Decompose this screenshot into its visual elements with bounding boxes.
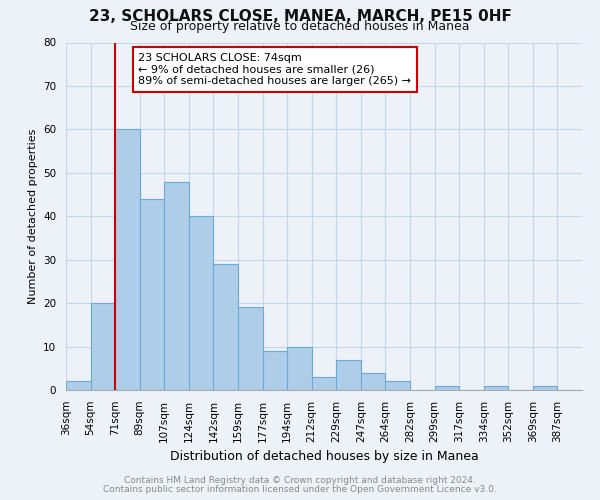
- Bar: [361, 372, 385, 390]
- Bar: [287, 346, 312, 390]
- Text: Contains public sector information licensed under the Open Government Licence v3: Contains public sector information licen…: [103, 485, 497, 494]
- Bar: [434, 386, 459, 390]
- Text: 23, SCHOLARS CLOSE, MANEA, MARCH, PE15 0HF: 23, SCHOLARS CLOSE, MANEA, MARCH, PE15 0…: [89, 9, 511, 24]
- Bar: [385, 382, 410, 390]
- Bar: [91, 303, 115, 390]
- Bar: [238, 308, 263, 390]
- Bar: [115, 130, 140, 390]
- Y-axis label: Number of detached properties: Number of detached properties: [28, 128, 38, 304]
- Bar: [140, 199, 164, 390]
- Bar: [263, 351, 287, 390]
- Text: Size of property relative to detached houses in Manea: Size of property relative to detached ho…: [130, 20, 470, 33]
- Bar: [164, 182, 189, 390]
- Text: Contains HM Land Registry data © Crown copyright and database right 2024.: Contains HM Land Registry data © Crown c…: [124, 476, 476, 485]
- Bar: [214, 264, 238, 390]
- Bar: [66, 382, 91, 390]
- Text: 23 SCHOLARS CLOSE: 74sqm
← 9% of detached houses are smaller (26)
89% of semi-de: 23 SCHOLARS CLOSE: 74sqm ← 9% of detache…: [138, 53, 411, 86]
- Bar: [312, 377, 336, 390]
- Bar: [533, 386, 557, 390]
- Bar: [189, 216, 214, 390]
- Bar: [336, 360, 361, 390]
- X-axis label: Distribution of detached houses by size in Manea: Distribution of detached houses by size …: [170, 450, 478, 463]
- Bar: [484, 386, 508, 390]
